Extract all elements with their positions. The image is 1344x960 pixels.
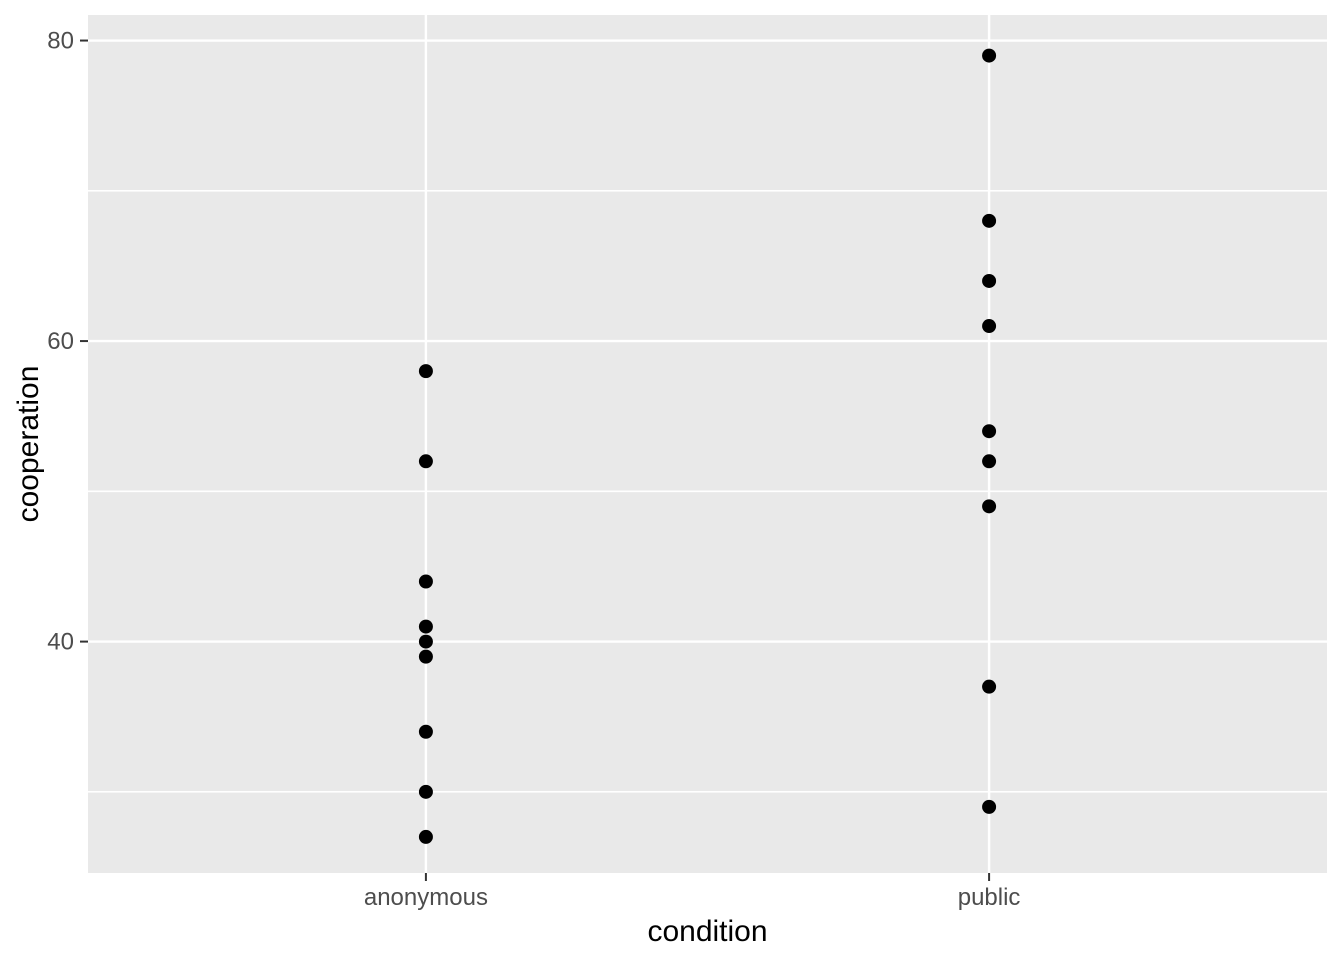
data-point-anonymous	[418, 634, 433, 649]
data-point-anonymous	[418, 619, 433, 634]
data-point-public	[982, 319, 997, 334]
plot-panel	[88, 15, 1327, 873]
data-point-public	[982, 454, 997, 469]
data-point-anonymous	[418, 574, 433, 589]
data-point-public	[982, 799, 997, 814]
data-point-anonymous	[418, 454, 433, 469]
data-point-public	[982, 273, 997, 288]
data-point-public	[982, 679, 997, 694]
data-point-public	[982, 48, 997, 63]
data-point-anonymous	[418, 364, 433, 379]
y-tick-label: 40	[47, 629, 74, 656]
data-point-anonymous	[418, 829, 433, 844]
data-point-public	[982, 213, 997, 228]
x-axis-title: condition	[647, 915, 767, 948]
x-tick-label-public: public	[958, 884, 1021, 911]
y-axis-title: cooperation	[12, 366, 45, 523]
data-point-anonymous	[418, 724, 433, 739]
data-point-public	[982, 424, 997, 439]
x-tick-label-anonymous: anonymous	[364, 884, 488, 911]
data-point-anonymous	[418, 784, 433, 799]
y-tick-label: 80	[47, 28, 74, 55]
y-tick-label: 60	[47, 328, 74, 355]
data-point-public	[982, 499, 997, 514]
data-point-anonymous	[418, 649, 433, 664]
